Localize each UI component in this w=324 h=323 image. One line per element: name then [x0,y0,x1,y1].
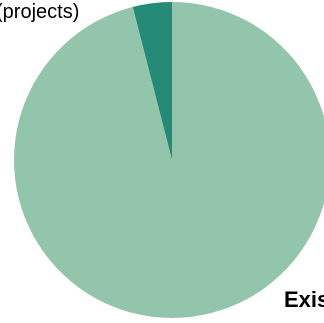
pie-slice-label-projects: (projects) [0,1,79,23]
pie-slice-projects [132,2,172,160]
pie-slices [14,2,324,318]
pie-slice-label-existing: Exis [284,287,324,312]
pie-slice-existing [14,2,324,318]
